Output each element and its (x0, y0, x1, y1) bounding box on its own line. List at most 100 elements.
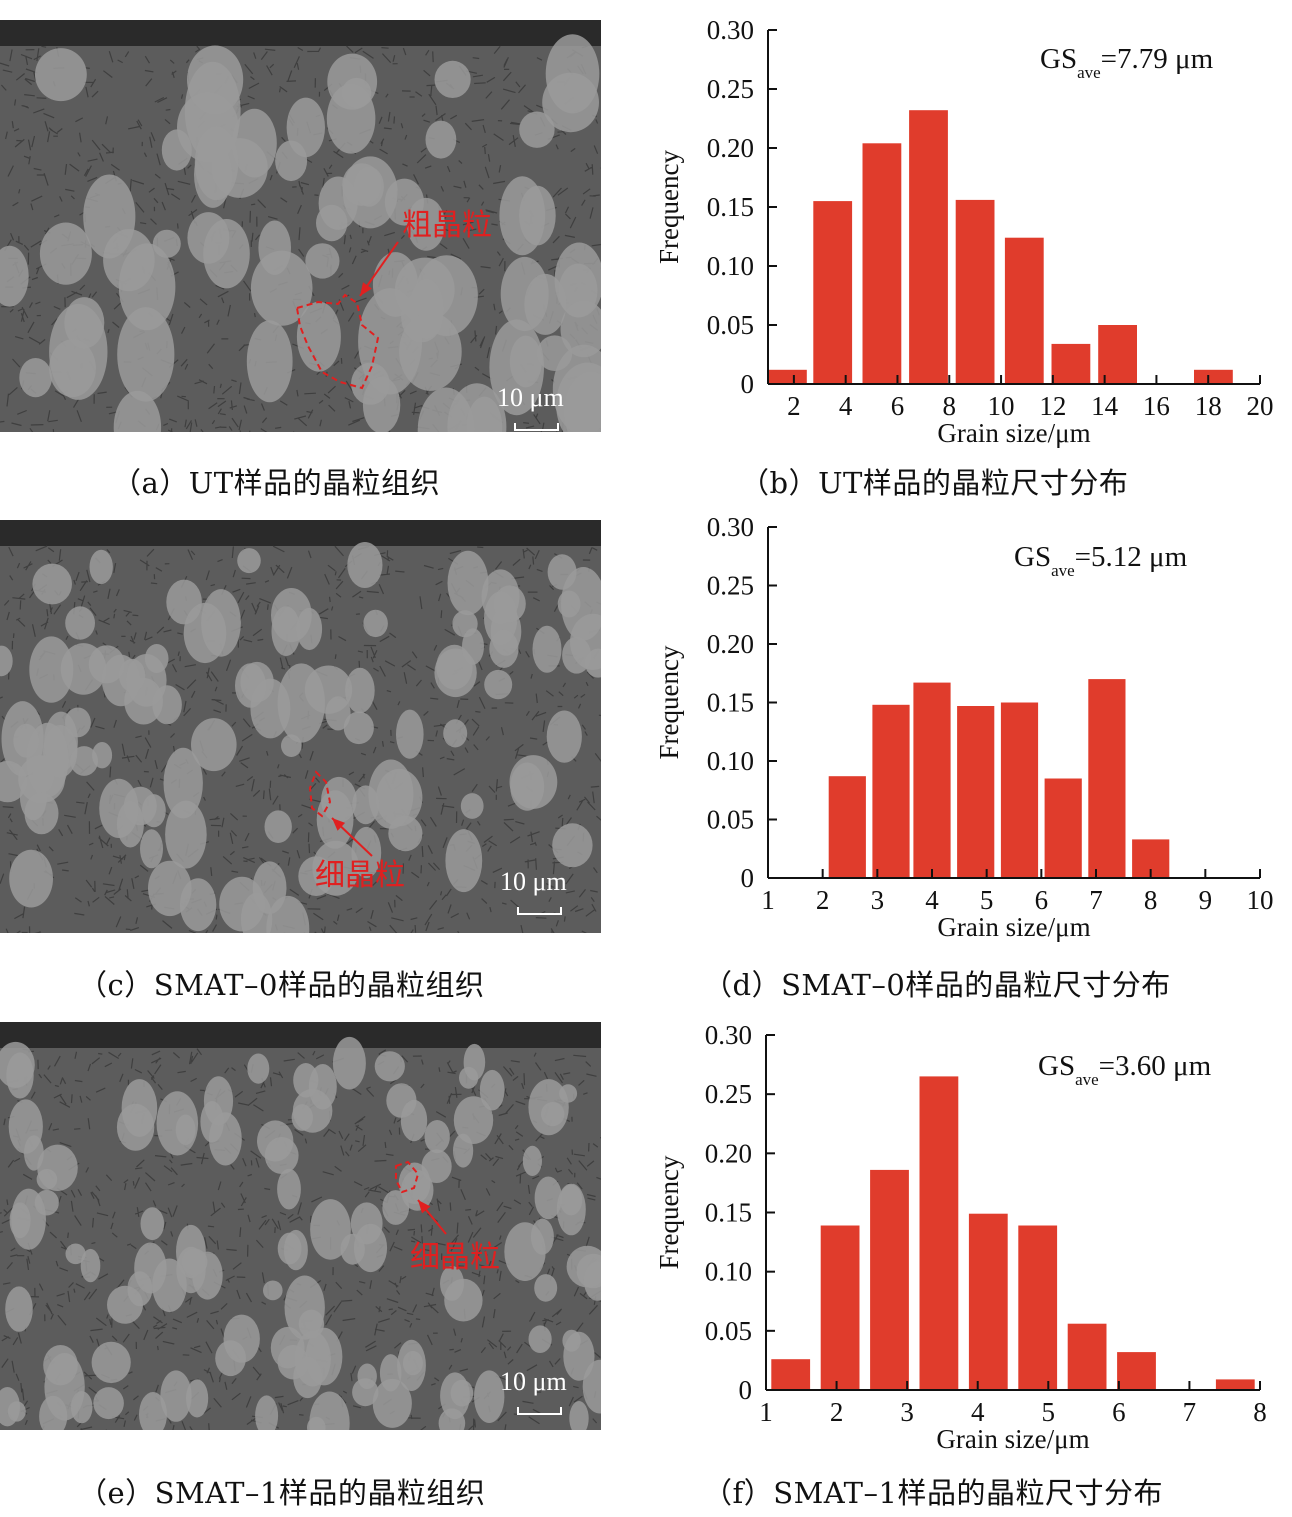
y-tick-label: 0.10 (707, 251, 754, 281)
grain (247, 1053, 270, 1084)
grain (440, 1372, 470, 1420)
grain (402, 1350, 423, 1376)
x-tick-label: 10 (988, 391, 1015, 421)
y-tick-label: 0.05 (705, 1316, 752, 1346)
y-tick-label: 0.10 (707, 746, 754, 776)
grain (0, 245, 29, 307)
grain (237, 548, 261, 574)
micrograph-image: 细晶粒 10 μm (0, 520, 601, 933)
grain (39, 222, 92, 285)
y-axis-label: Frequency (654, 645, 684, 759)
histogram-bar (1051, 343, 1091, 384)
grain (175, 1114, 196, 1146)
y-tick-label: 0.05 (707, 805, 754, 835)
grain (165, 800, 207, 869)
grain (191, 718, 237, 772)
grain (310, 1199, 351, 1260)
sample-edge (0, 1022, 601, 1048)
grain (559, 1184, 583, 1216)
grain (255, 1395, 279, 1430)
grain (363, 609, 388, 638)
x-tick-label: 6 (1035, 885, 1049, 915)
annotation-subscript: ave (1051, 561, 1075, 580)
grain (293, 1356, 322, 1399)
annotation-base: GS (1038, 1050, 1075, 1082)
grain (447, 550, 489, 616)
grain (484, 669, 513, 700)
histogram-bar (968, 1213, 1008, 1390)
grain (64, 707, 91, 738)
grain (107, 1285, 143, 1324)
caption-b: （b）UT样品的晶粒尺寸分布 (740, 466, 1129, 500)
grain (292, 1088, 333, 1133)
grain-outline (395, 1160, 420, 1194)
grain-label: 粗晶粒 (402, 208, 492, 243)
grain (271, 606, 301, 656)
grain (298, 1309, 325, 1339)
grain (434, 60, 471, 98)
grain (401, 1169, 434, 1211)
x-axis-label: Grain size/μm (936, 1424, 1089, 1454)
scale-bar (514, 423, 559, 431)
grain (443, 719, 468, 748)
grain (80, 1248, 101, 1283)
annotation-subscript: ave (1077, 63, 1101, 82)
grain (554, 242, 601, 318)
caption-f: （f）SMAT–1样品的晶粒尺寸分布 (703, 1476, 1163, 1510)
grain (186, 1379, 209, 1418)
grain (263, 1280, 283, 1301)
grain (179, 878, 217, 932)
grain (552, 823, 593, 868)
grain (351, 826, 382, 879)
grain (140, 1207, 165, 1241)
grain (49, 339, 96, 398)
scale-bar-label: 10 μm (500, 867, 567, 896)
grain (0, 1041, 35, 1088)
grain (489, 629, 519, 668)
arrow-head (360, 282, 372, 296)
grain (201, 589, 241, 657)
histogram-bar (771, 1359, 811, 1390)
annotation-value: =3.60 μm (1099, 1050, 1212, 1082)
histogram-bar (1194, 369, 1233, 384)
y-tick-label: 0 (741, 863, 755, 893)
x-tick-label: 10 (1247, 885, 1274, 915)
caption-c: （c）SMAT–0样品的晶粒组织 (78, 968, 485, 1002)
y-tick-label: 0.25 (705, 1079, 752, 1109)
grain (35, 48, 87, 102)
x-tick-label: 5 (1042, 1397, 1056, 1427)
grain (64, 297, 105, 349)
grain (463, 1043, 486, 1081)
x-tick-label: 4 (925, 885, 939, 915)
grain (113, 390, 162, 432)
grain (161, 129, 192, 171)
annotation-subscript: ave (1075, 1070, 1099, 1089)
grain (372, 1378, 412, 1428)
histogram-bar (1004, 237, 1044, 384)
grain (117, 307, 175, 402)
grain (250, 678, 291, 739)
histogram-smat0: 0 0.05 0.10 0.15 0.20 0.25 0.30 1 2 3 4 5 6 7 8 9 10 Grai… (640, 500, 1292, 960)
grain (532, 625, 562, 673)
grain (345, 667, 375, 714)
grain (332, 1036, 366, 1090)
histogram-bar (1000, 702, 1039, 878)
grain (160, 1370, 192, 1422)
grain (88, 645, 125, 684)
histogram-bar (955, 199, 995, 384)
caption-e: （e）SMAT–1样品的晶粒组织 (78, 1476, 486, 1510)
grain (39, 1395, 68, 1430)
histogram-smat1: 0 0.05 0.10 0.15 0.20 0.25 0.30 1 2 3 4 5 6 7 8 Grain s… (640, 1005, 1292, 1465)
grain (5, 1286, 33, 1332)
histogram-bar (828, 776, 866, 878)
micrograph-smat1: 细晶粒 10 μm (0, 1022, 601, 1430)
grain-outline (308, 770, 332, 818)
grain (352, 1378, 379, 1407)
annotation-base: GS (1014, 541, 1051, 573)
grain (396, 709, 424, 759)
grain (351, 362, 390, 405)
grain (424, 1120, 450, 1154)
x-tick-label: 8 (1144, 885, 1158, 915)
grain (65, 1243, 86, 1265)
grain (499, 176, 546, 256)
